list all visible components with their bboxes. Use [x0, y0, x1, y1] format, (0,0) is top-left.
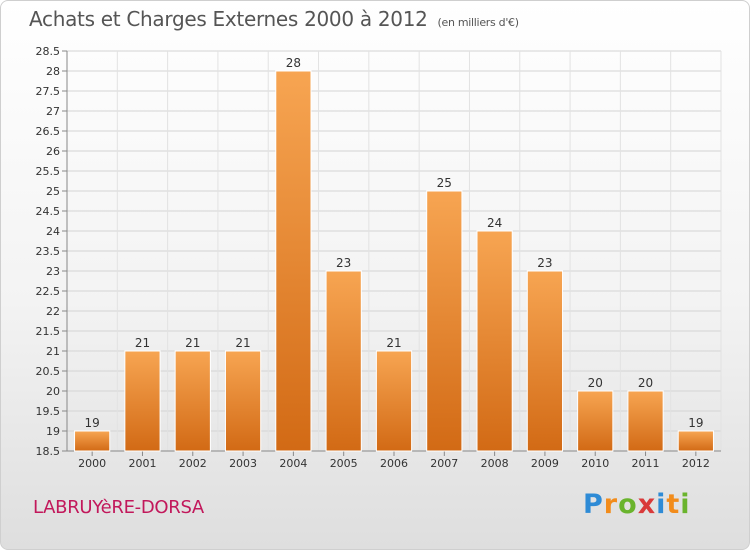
data-label: 20 [588, 376, 603, 390]
bar [577, 390, 614, 452]
y-tick-label: 28 [46, 65, 60, 78]
y-tick-label: 27.5 [36, 85, 61, 98]
y-tick-label: 25.5 [36, 165, 61, 178]
data-label: 19 [85, 416, 100, 430]
data-label: 19 [688, 416, 703, 430]
y-tick-label: 24.5 [36, 205, 61, 218]
logo-letter: r [603, 489, 619, 520]
bar [74, 430, 111, 452]
bar [426, 190, 463, 452]
logo-letter: i [680, 489, 691, 520]
bar [677, 430, 714, 452]
y-tick-label: 23.5 [36, 245, 61, 258]
y-tick-label: 21 [46, 345, 60, 358]
bar [174, 350, 211, 452]
bars [74, 70, 714, 452]
data-label: 24 [487, 216, 502, 230]
y-tick-label: 28.5 [36, 45, 61, 58]
y-tick-label: 27 [46, 105, 60, 118]
bar [325, 270, 362, 452]
chart-title: Achats et Charges Externes 2000 à 2012 (e… [29, 7, 519, 31]
y-tick-label: 24 [46, 225, 60, 238]
y-tick-label: 22 [46, 305, 60, 318]
data-label: 23 [537, 256, 552, 270]
bar [627, 390, 664, 452]
y-tick-label: 20.5 [36, 365, 61, 378]
bar [526, 270, 564, 452]
bar [476, 230, 513, 452]
x-tick-label: 2004 [279, 457, 307, 470]
x-tick-label: 2002 [179, 457, 207, 470]
data-label: 21 [386, 336, 401, 350]
x-tick-label: 2007 [430, 457, 458, 470]
x-tick-label: 2010 [581, 457, 609, 470]
x-tick-label: 2006 [380, 457, 408, 470]
x-tick-label: 2005 [330, 457, 358, 470]
logo-letter: i [656, 489, 667, 520]
x-tick-label: 2011 [632, 457, 660, 470]
y-tick-label: 21.5 [36, 325, 61, 338]
logo-letter: x [637, 489, 657, 520]
y-tick-label: 26.5 [36, 125, 61, 138]
logo-letter: t [666, 489, 681, 520]
x-tick-label: 2000 [78, 457, 106, 470]
x-tick-label: 2001 [128, 457, 156, 470]
x-tick-label: 2008 [481, 457, 509, 470]
x-tick-label: 2012 [682, 457, 710, 470]
data-label: 20 [638, 376, 653, 390]
chart-subtitle: (en milliers d'€) [437, 16, 519, 29]
y-tick-label: 22.5 [36, 285, 61, 298]
data-label: 25 [437, 176, 452, 190]
y-tick-label: 20 [46, 385, 60, 398]
y-tick-label: 19.5 [36, 405, 61, 418]
x-tick-label: 2003 [229, 457, 257, 470]
chart-title-text: Achats et Charges Externes 2000 à 2012 [29, 7, 428, 31]
y-tick-label: 26 [46, 145, 60, 158]
labels: 18.5 19 19.5 20 20.5 21 21.5 22 22.5 23 23.5 24 24.5… [36, 45, 710, 470]
proxiti-logo: Proxiti [583, 489, 691, 520]
logo-letter: o [618, 489, 638, 520]
x-tick-label: 2009 [531, 457, 559, 470]
y-tick-label: 25 [46, 185, 60, 198]
place-name: LABRUYèRE-DORSA [33, 497, 204, 518]
bar [124, 350, 161, 452]
y-tick-label: 18.5 [36, 445, 61, 458]
y-tick-label: 23 [46, 265, 60, 278]
data-label: 21 [135, 336, 150, 350]
bar [275, 70, 312, 452]
data-label: 23 [336, 256, 351, 270]
data-label: 21 [235, 336, 250, 350]
y-tick-label: 19 [46, 425, 60, 438]
data-label: 28 [286, 56, 301, 70]
bar [375, 350, 413, 452]
bar [224, 350, 262, 452]
data-label: 21 [185, 336, 200, 350]
logo-letter: P [583, 489, 604, 520]
